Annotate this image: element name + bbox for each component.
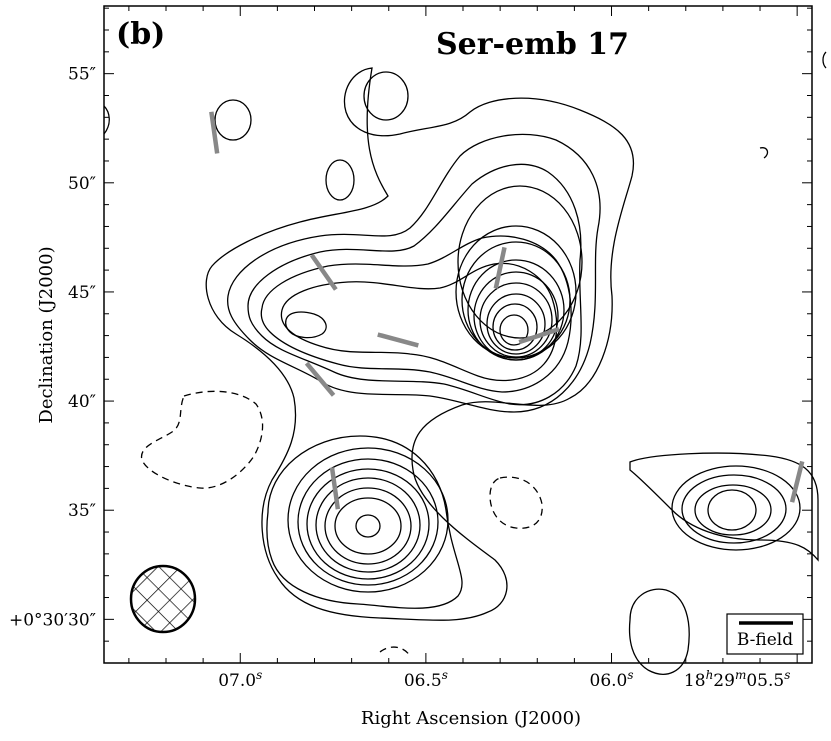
x-tick-label: 07.0s	[218, 668, 262, 691]
y-tick-label: +0°30′30″	[9, 610, 96, 630]
beam-ellipse	[129, 564, 197, 634]
y-tick-label: 35″	[68, 501, 96, 521]
contour-s-2	[287, 447, 449, 593]
contour-w-5	[707, 489, 757, 531]
legend: B-field	[726, 613, 804, 655]
y-tick-label: 55″	[68, 65, 96, 85]
contour-nw-8	[492, 303, 538, 351]
legend-box	[726, 613, 804, 655]
contour-main-5	[280, 262, 558, 382]
contour-nw-7	[486, 293, 546, 355]
axis-tick-labels: 07.0s 06.5s 06.0s 18h29m05.5s 55″ 50″ 45″ 40″ 35…	[9, 65, 790, 691]
x-tick-label: 06.0s	[590, 668, 634, 691]
contour-s-4	[306, 468, 430, 580]
y-tick-label: 40″	[68, 392, 96, 412]
negative-contour-3	[379, 646, 411, 657]
contour-s-6	[324, 487, 412, 565]
contour-w-3	[681, 474, 787, 544]
x-tick-label: 18h29m05.5s	[684, 668, 790, 691]
contour-n-blob-2	[325, 159, 355, 201]
b-field-vector	[329, 467, 341, 510]
chart-title: Ser-emb 17	[436, 27, 629, 62]
contour-nw-9	[499, 314, 529, 346]
contour-s-8	[355, 514, 381, 538]
contour-main-4	[260, 235, 572, 393]
contour-n-blob-1	[363, 71, 409, 121]
contour-s-1	[266, 435, 463, 609]
y-tick-label: 45″	[68, 283, 96, 303]
contour-w-2	[671, 465, 801, 551]
contour-edge-left	[103, 105, 110, 135]
contour-w-1	[629, 452, 819, 562]
contour-nw-6	[479, 282, 553, 358]
contour-s-7	[334, 497, 402, 555]
contour-east-peak	[284, 311, 327, 339]
contour-main-3	[247, 163, 582, 406]
contour-main-1	[205, 67, 635, 621]
contour-nw-5	[473, 271, 559, 361]
contour-n-blob-3	[214, 99, 252, 141]
contour-s-5	[315, 477, 421, 573]
contour-sw-blob	[628, 588, 690, 675]
b-field-vector	[377, 332, 419, 348]
b-field-vector	[518, 326, 560, 345]
contour-w-4	[694, 484, 772, 536]
y-axis-label: Declination (J2000)	[36, 246, 57, 423]
negative-contour-2	[489, 476, 543, 529]
b-field-vector	[493, 246, 507, 289]
intensity-contours	[103, 51, 827, 675]
b-field-vector	[309, 253, 338, 291]
legend-b-field-label: B-field	[737, 630, 793, 650]
contour-edge-right-small	[759, 147, 769, 159]
axis-ticks	[104, 6, 812, 664]
x-tick-label: 06.5s	[404, 668, 448, 691]
b-field-vector	[789, 460, 805, 503]
b-field-vector	[209, 111, 220, 154]
contour-edge-topright	[822, 51, 827, 69]
negative-contour-1	[141, 390, 264, 489]
b-field-vector	[304, 361, 336, 397]
plot-frame	[103, 5, 813, 664]
b-field-vectors	[209, 111, 805, 510]
x-axis-label: Right Ascension (J2000)	[361, 708, 581, 729]
panel-label: (b)	[116, 17, 165, 52]
contour-nw-4	[467, 259, 565, 361]
y-tick-label: 50″	[68, 174, 96, 194]
